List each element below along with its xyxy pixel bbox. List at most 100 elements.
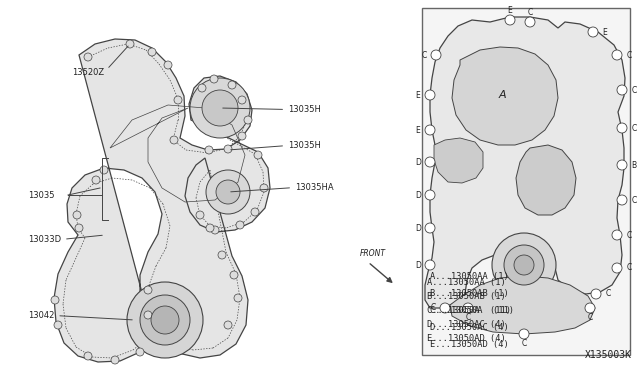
Text: C: C bbox=[522, 340, 527, 349]
Text: D...13050AC (4): D...13050AC (4) bbox=[427, 320, 506, 329]
Circle shape bbox=[84, 53, 92, 61]
Circle shape bbox=[51, 296, 59, 304]
Circle shape bbox=[525, 17, 535, 27]
Text: B...13050AB (1): B...13050AB (1) bbox=[427, 292, 506, 301]
Text: C: C bbox=[632, 124, 637, 132]
Circle shape bbox=[238, 132, 246, 140]
Circle shape bbox=[228, 81, 236, 89]
Text: 13042: 13042 bbox=[28, 311, 132, 320]
Circle shape bbox=[612, 50, 622, 60]
Circle shape bbox=[504, 245, 544, 285]
Circle shape bbox=[230, 271, 238, 279]
Text: C: C bbox=[632, 86, 637, 94]
Circle shape bbox=[140, 295, 190, 345]
Circle shape bbox=[425, 260, 435, 270]
Text: X135003K: X135003K bbox=[585, 350, 632, 360]
Text: C: C bbox=[465, 314, 470, 323]
Text: D: D bbox=[415, 224, 421, 232]
Circle shape bbox=[588, 27, 598, 37]
Text: 13033D: 13033D bbox=[28, 235, 102, 244]
Circle shape bbox=[84, 352, 92, 360]
Text: A...13050AA (1): A...13050AA (1) bbox=[430, 272, 509, 281]
Text: 13035HA: 13035HA bbox=[231, 183, 333, 192]
Circle shape bbox=[206, 170, 250, 214]
Circle shape bbox=[236, 221, 244, 229]
Text: C: C bbox=[430, 304, 436, 312]
Circle shape bbox=[585, 303, 595, 313]
Text: B: B bbox=[632, 160, 637, 170]
Circle shape bbox=[617, 160, 627, 170]
Text: C: C bbox=[421, 51, 427, 60]
Circle shape bbox=[144, 311, 152, 319]
Circle shape bbox=[224, 321, 232, 329]
Text: E: E bbox=[603, 28, 607, 36]
Circle shape bbox=[127, 282, 203, 358]
Circle shape bbox=[425, 223, 435, 233]
Circle shape bbox=[234, 294, 242, 302]
Circle shape bbox=[425, 157, 435, 167]
Circle shape bbox=[514, 255, 534, 275]
Circle shape bbox=[617, 123, 627, 133]
Circle shape bbox=[617, 195, 627, 205]
Circle shape bbox=[440, 303, 450, 313]
Text: 13520Z: 13520Z bbox=[72, 46, 128, 77]
Text: C: C bbox=[632, 196, 637, 205]
Text: B...13050AB (1): B...13050AB (1) bbox=[430, 289, 509, 298]
Text: D: D bbox=[415, 260, 421, 269]
Circle shape bbox=[260, 184, 268, 192]
Circle shape bbox=[218, 251, 226, 259]
Polygon shape bbox=[450, 276, 595, 334]
Circle shape bbox=[591, 289, 601, 299]
Text: C...13050A  (11): C...13050A (11) bbox=[427, 306, 511, 315]
Text: A...13050AA (1): A...13050AA (1) bbox=[427, 278, 506, 287]
Text: D...13050AC (4): D...13050AC (4) bbox=[430, 323, 509, 332]
Circle shape bbox=[216, 180, 240, 204]
Polygon shape bbox=[516, 145, 576, 215]
Circle shape bbox=[617, 85, 627, 95]
Circle shape bbox=[174, 96, 182, 104]
Circle shape bbox=[73, 211, 81, 219]
Text: C: C bbox=[627, 263, 632, 273]
Text: E: E bbox=[415, 90, 420, 99]
Circle shape bbox=[206, 224, 214, 232]
Circle shape bbox=[210, 75, 218, 83]
Circle shape bbox=[492, 233, 556, 297]
Circle shape bbox=[54, 321, 62, 329]
Circle shape bbox=[111, 356, 119, 364]
Circle shape bbox=[202, 90, 238, 126]
Circle shape bbox=[425, 125, 435, 135]
Circle shape bbox=[136, 348, 144, 356]
Circle shape bbox=[196, 211, 204, 219]
Polygon shape bbox=[434, 138, 483, 183]
Text: E...13050AD (4): E...13050AD (4) bbox=[427, 334, 506, 343]
Circle shape bbox=[144, 286, 152, 294]
Text: C: C bbox=[627, 51, 632, 60]
Circle shape bbox=[75, 224, 83, 232]
Circle shape bbox=[238, 96, 246, 104]
Circle shape bbox=[254, 151, 262, 159]
Text: C...13050A  (11): C...13050A (11) bbox=[430, 306, 514, 315]
Circle shape bbox=[612, 230, 622, 240]
Polygon shape bbox=[452, 47, 558, 145]
Circle shape bbox=[211, 226, 219, 234]
Circle shape bbox=[170, 136, 178, 144]
Text: 13035H: 13035H bbox=[231, 141, 321, 150]
Text: E: E bbox=[508, 6, 513, 15]
Circle shape bbox=[431, 50, 441, 60]
Text: FRONT: FRONT bbox=[360, 249, 386, 258]
Text: 13035H: 13035H bbox=[223, 105, 321, 114]
Circle shape bbox=[198, 84, 206, 92]
Text: C: C bbox=[605, 289, 611, 298]
Circle shape bbox=[251, 208, 259, 216]
Circle shape bbox=[612, 263, 622, 273]
Polygon shape bbox=[54, 39, 270, 362]
Circle shape bbox=[425, 90, 435, 100]
Polygon shape bbox=[425, 17, 625, 308]
Circle shape bbox=[148, 48, 156, 56]
Text: A: A bbox=[498, 90, 506, 100]
Text: C: C bbox=[588, 314, 593, 323]
Circle shape bbox=[425, 190, 435, 200]
Circle shape bbox=[190, 78, 250, 138]
Text: 13035: 13035 bbox=[28, 190, 54, 199]
Text: C: C bbox=[527, 7, 532, 16]
